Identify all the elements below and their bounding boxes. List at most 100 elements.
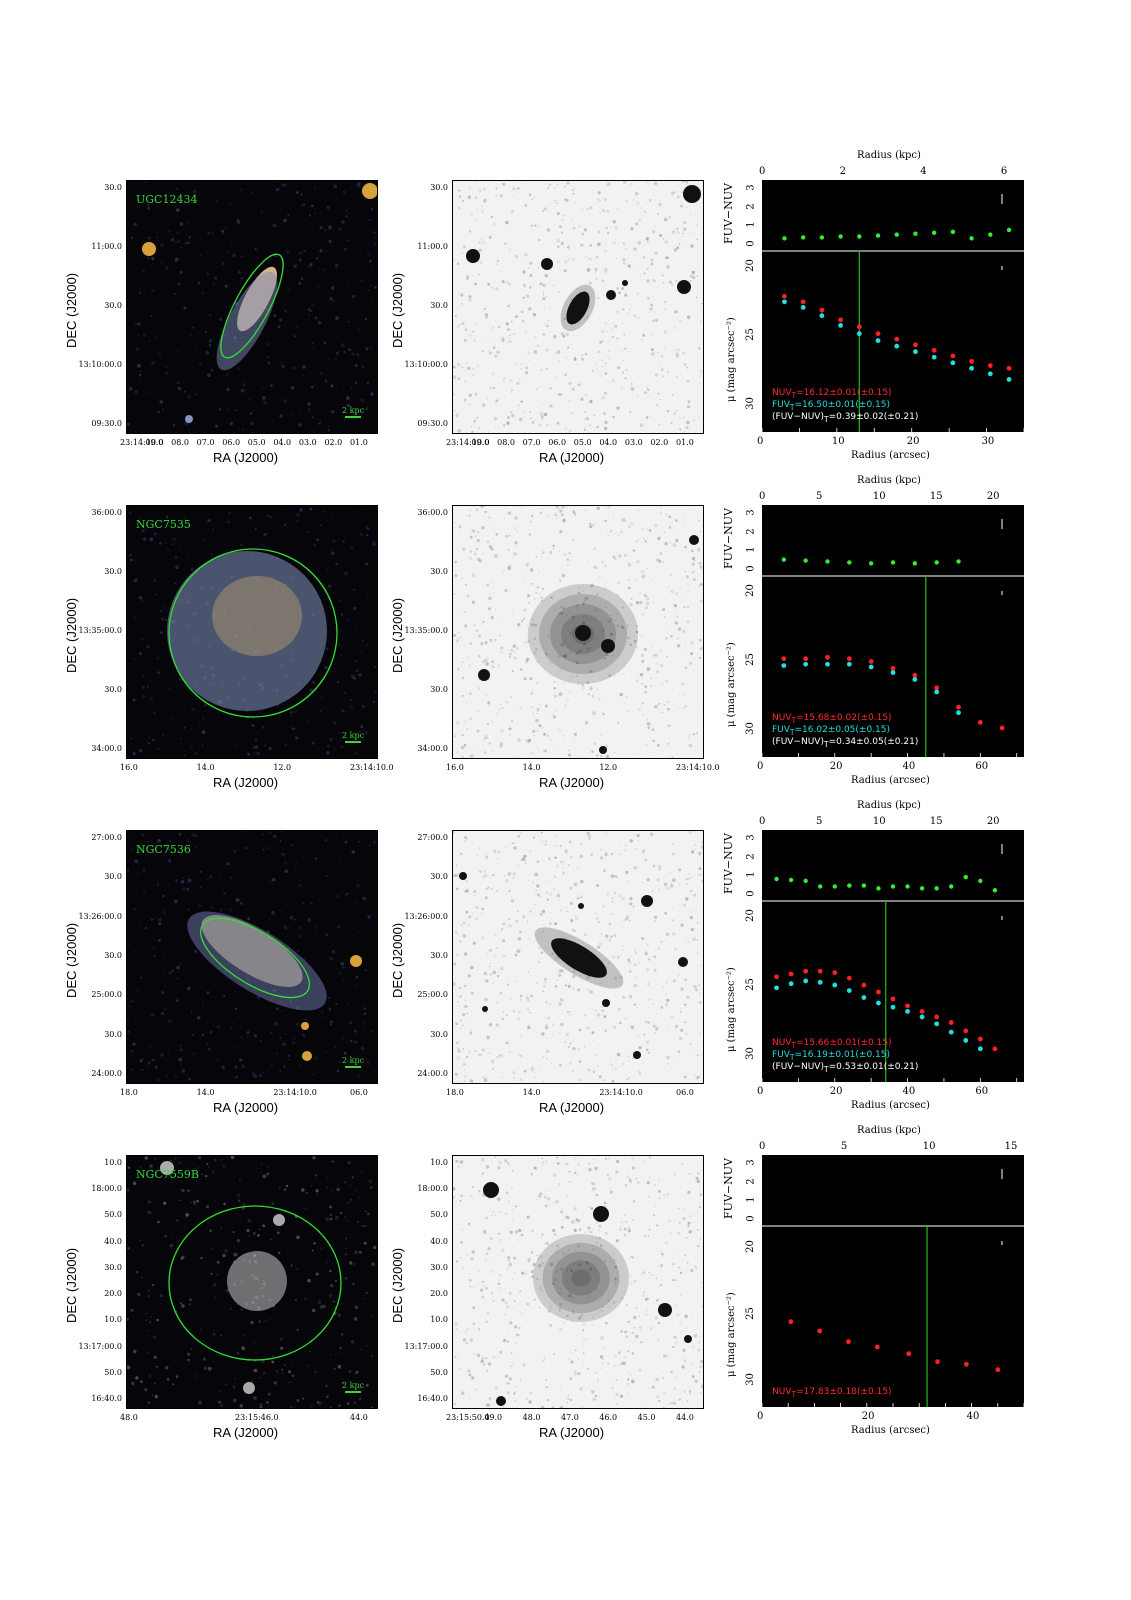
- noise-dot: [494, 662, 496, 664]
- noise-dot: [562, 1219, 564, 1221]
- noise-dot: [661, 1252, 664, 1256]
- noise-dot: [248, 398, 252, 401]
- noise-dot: [664, 406, 665, 407]
- arcsec-tick-label: 0: [757, 1086, 764, 1097]
- noise-dot: [543, 207, 547, 211]
- noise-dot: [466, 839, 468, 841]
- noise-dot: [546, 515, 548, 517]
- noise-dot: [485, 896, 488, 900]
- noise-dot: [637, 539, 639, 541]
- noise-dot: [559, 691, 562, 694]
- noise-dot: [275, 339, 277, 341]
- noise-dot: [457, 429, 462, 433]
- foreground-star: [350, 955, 362, 967]
- noise-dot: [503, 226, 505, 228]
- noise-dot: [196, 995, 198, 997]
- nuv-point: [1006, 365, 1012, 371]
- noise-dot: [247, 752, 250, 756]
- noise-dot: [167, 1401, 168, 1402]
- noise-dot: [504, 1301, 508, 1305]
- noise-dot: [212, 1234, 214, 1236]
- noise-dot: [205, 1207, 207, 1208]
- noise-dot: [552, 547, 555, 550]
- ra-tick-label: 01.0: [350, 438, 368, 447]
- fuv-point: [890, 670, 896, 675]
- noise-dot: [324, 654, 326, 656]
- noise-dot: [609, 632, 613, 636]
- noise-dot: [453, 962, 457, 966]
- noise-dot: [577, 988, 581, 992]
- noise-dot: [542, 1359, 545, 1362]
- noise-dot: [614, 619, 616, 621]
- foreground-star: [362, 183, 377, 199]
- noise-dot: [476, 729, 480, 733]
- noise-dot: [512, 187, 516, 191]
- noise-dot: [453, 1402, 457, 1405]
- noise-dot: [244, 903, 246, 905]
- noise-dot: [356, 1074, 361, 1078]
- noise-dot: [597, 297, 600, 300]
- noise-dot: [354, 1029, 357, 1033]
- noise-dot: [212, 1332, 216, 1336]
- noise-dot: [282, 531, 284, 534]
- noise-dot: [680, 204, 684, 208]
- noise-dot: [695, 296, 698, 299]
- noise-dot: [253, 1368, 258, 1373]
- noise-dot: [178, 1161, 181, 1165]
- noise-dot: [685, 897, 689, 901]
- fuv-point: [950, 360, 956, 366]
- noise-dot: [519, 831, 522, 834]
- noise-dot: [329, 1406, 333, 1408]
- noise-dot: [285, 743, 287, 746]
- noise-dot: [533, 1029, 535, 1032]
- noise-dot: [559, 1302, 563, 1306]
- noise-dot: [670, 529, 672, 530]
- noise-dot: [314, 1370, 317, 1374]
- noise-dot: [499, 582, 501, 584]
- noise-dot: [542, 284, 545, 287]
- noise-dot: [301, 1188, 305, 1192]
- noise-dot: [165, 1366, 169, 1370]
- noise-dot: [456, 1047, 460, 1051]
- noise-dot: [670, 882, 673, 885]
- arcsec-tick-label: 40: [902, 1086, 916, 1097]
- noise-dot: [582, 616, 585, 619]
- noise-dot: [692, 276, 696, 280]
- noise-dot: [268, 427, 270, 429]
- noise-dot: [627, 1320, 630, 1323]
- color-y-tick: 2: [745, 1177, 757, 1185]
- noise-dot: [619, 1225, 622, 1228]
- noise-dot: [200, 870, 203, 873]
- noise-dot: [673, 604, 677, 608]
- noise-dot: [362, 1027, 364, 1029]
- noise-dot: [166, 1286, 168, 1288]
- noise-dot: [634, 578, 638, 582]
- color-point: [905, 884, 910, 889]
- noise-dot: [569, 1013, 571, 1016]
- noise-dot: [127, 1318, 129, 1321]
- noise-dot: [550, 596, 553, 599]
- noise-dot: [616, 624, 620, 628]
- noise-dot: [156, 304, 157, 305]
- noise-dot: [559, 579, 562, 582]
- noise-dot: [336, 1187, 340, 1192]
- noise-dot: [200, 1256, 203, 1260]
- noise-dot: [498, 1390, 500, 1392]
- noise-dot: [615, 1239, 619, 1243]
- noise-dot: [487, 1312, 489, 1315]
- noise-dot: [698, 984, 701, 986]
- noise-dot: [282, 853, 287, 857]
- noise-dot: [684, 570, 687, 573]
- noise-dot: [513, 1256, 516, 1260]
- noise-dot: [326, 1186, 328, 1188]
- noise-dot: [553, 875, 556, 878]
- noise-dot: [512, 1071, 515, 1074]
- noise-dot: [171, 754, 173, 756]
- noise-dot: [525, 371, 528, 375]
- noise-dot: [353, 193, 356, 196]
- noise-dot: [470, 213, 473, 216]
- noise-dot: [493, 529, 494, 531]
- noise-dot: [517, 1371, 519, 1373]
- noise-dot: [691, 1363, 694, 1366]
- noise-dot: [591, 303, 592, 305]
